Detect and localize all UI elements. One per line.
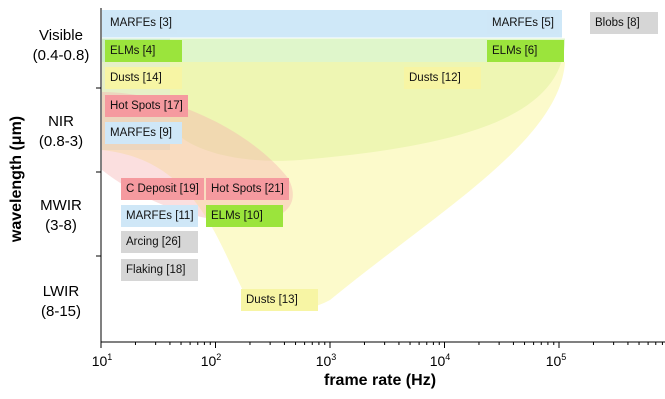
- y-tick-marks: [96, 87, 101, 257]
- label-marfes-3: MARFEs [3]: [105, 12, 177, 34]
- label-dusts-13: Dusts [13]: [241, 289, 318, 311]
- label-marfes-11: MARFEs [11]: [121, 205, 198, 227]
- y-band-lwir: LWIR (8-15): [26, 282, 96, 322]
- label-marfes-5: MARFEs [5]: [487, 12, 559, 34]
- x-tick-label: 102: [200, 352, 222, 369]
- x-tick-marks: [100, 342, 663, 348]
- label-dusts-12: Dusts [12]: [404, 67, 481, 89]
- x-tick-label: 104: [429, 352, 451, 369]
- x-tick-label: 105: [545, 352, 567, 369]
- y-band-name: Visible: [39, 27, 83, 44]
- y-band-nir: NIR (0.8-3): [26, 112, 96, 152]
- label-hotspots-21: Hot Spots [21]: [206, 178, 289, 200]
- label-hotspots-17: Hot Spots [17]: [105, 95, 188, 117]
- y-axis-title: wavelength (μm): [8, 115, 25, 243]
- y-band-name: MWIR: [40, 197, 82, 214]
- label-marfes-9: MARFEs [9]: [105, 122, 182, 144]
- y-band-mwir: MWIR (3-8): [26, 196, 96, 236]
- label-blobs-8: Blobs [8]: [590, 12, 658, 34]
- label-flaking-18: Flaking [18]: [121, 259, 198, 281]
- y-band-range: (0.4-0.8): [32, 47, 90, 64]
- y-band-visible: Visible (0.4-0.8): [26, 26, 96, 66]
- label-elms-4: ELMs [4]: [105, 40, 182, 62]
- label-dusts-14: Dusts [14]: [105, 67, 182, 89]
- x-tick-label: 101: [91, 352, 113, 369]
- y-band-range: (8-15): [40, 303, 81, 320]
- x-axis-title: frame rate (Hz): [323, 372, 437, 389]
- label-elms-10: ELMs [10]: [206, 205, 283, 227]
- y-band-range: (0.8-3): [38, 133, 84, 150]
- y-band-range: (3-8): [45, 217, 77, 234]
- label-elms-6: ELMs [6]: [487, 40, 564, 62]
- dusts-region: [102, 62, 565, 311]
- y-band-name: NIR: [48, 113, 74, 130]
- y-band-name: LWIR: [42, 283, 80, 300]
- label-arcing-26: Arcing [26]: [121, 231, 198, 253]
- label-cdeposit-19: C Deposit [19]: [121, 178, 204, 200]
- x-tick-label: 103: [315, 352, 337, 369]
